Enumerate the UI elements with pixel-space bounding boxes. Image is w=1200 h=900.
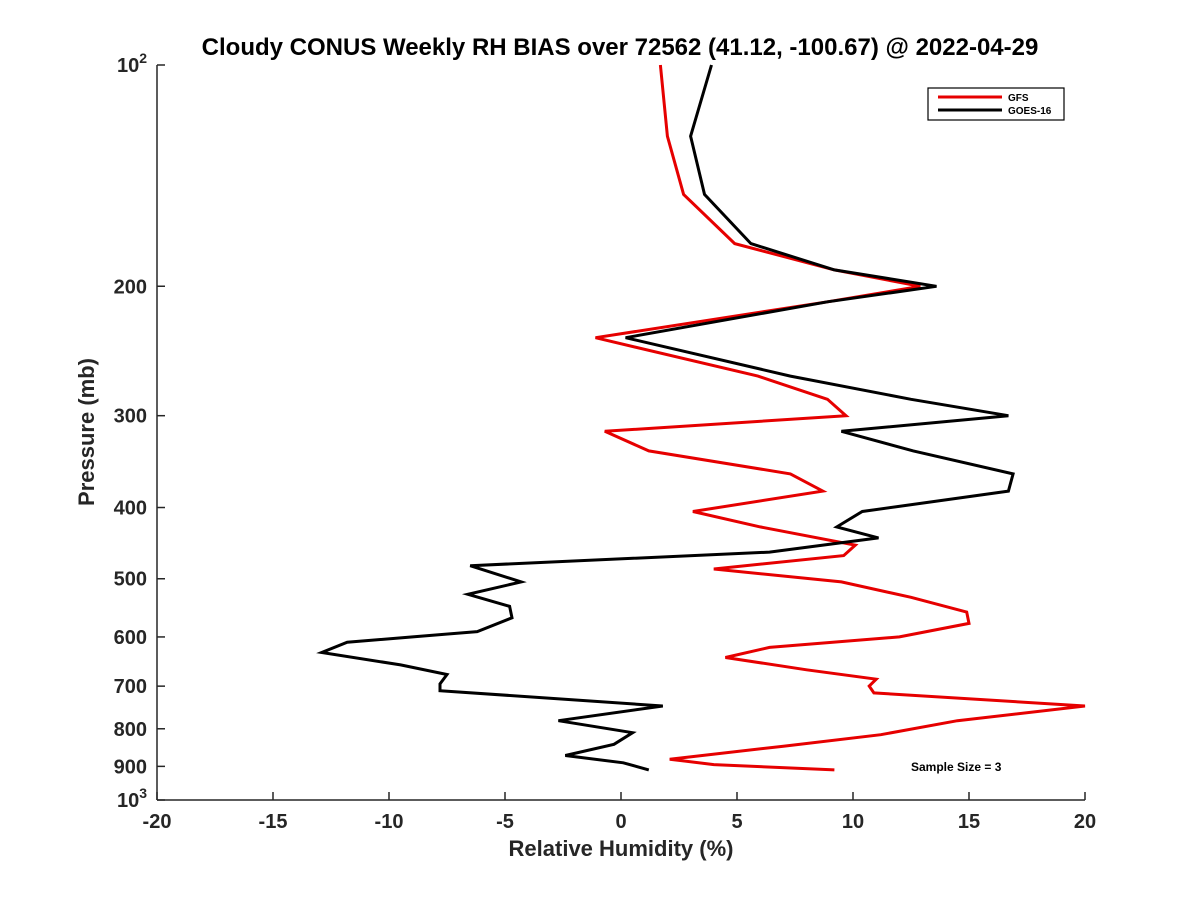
y-tick-label: 500: [114, 569, 147, 591]
chart-title: Cloudy CONUS Weekly RH BIAS over 72562 (…: [202, 34, 1039, 61]
x-tick-label: -5: [496, 811, 514, 833]
axes: -20 -15 -10 -5 0 5 10 15 20 102 200 300 400 500 600 700…: [114, 50, 1097, 833]
legend: GFS GOES-16: [927, 87, 1065, 121]
x-tick-label: 0: [615, 811, 626, 833]
legend-box: [927, 87, 1065, 121]
y-tick-label: 200: [114, 276, 147, 298]
y-axis-label: Pressure (mb): [74, 358, 99, 506]
x-tick-label: -15: [259, 811, 288, 833]
y-tick-label: 600: [114, 627, 147, 649]
x-tick-label: 5: [731, 811, 742, 833]
x-tick-label: -10: [375, 811, 404, 833]
legend-label-gfs: GFS: [1008, 93, 1029, 104]
legend-label-goes-16: GOES-16: [1008, 106, 1052, 117]
y-tick-label: 103: [117, 785, 147, 812]
x-tick-label: 15: [958, 811, 980, 833]
y-tick-label: 700: [114, 676, 147, 698]
series-layer: [316, 64, 1086, 772]
y-tick-label: 300: [114, 406, 147, 428]
x-axis-label: Relative Humidity (%): [509, 836, 734, 861]
series-line-gfs: [595, 64, 1086, 772]
x-tick-label: 10: [842, 811, 864, 833]
series-line-goes-16: [316, 64, 1015, 772]
x-tick-label: 20: [1074, 811, 1096, 833]
y-tick-label: 800: [114, 719, 147, 741]
sample-size-annotation: Sample Size = 3: [911, 760, 1002, 774]
y-tick-label: 400: [114, 498, 147, 520]
y-tick-label: 102: [117, 50, 147, 77]
y-tick-label: 900: [114, 756, 147, 778]
x-tick-label: -20: [143, 811, 172, 833]
